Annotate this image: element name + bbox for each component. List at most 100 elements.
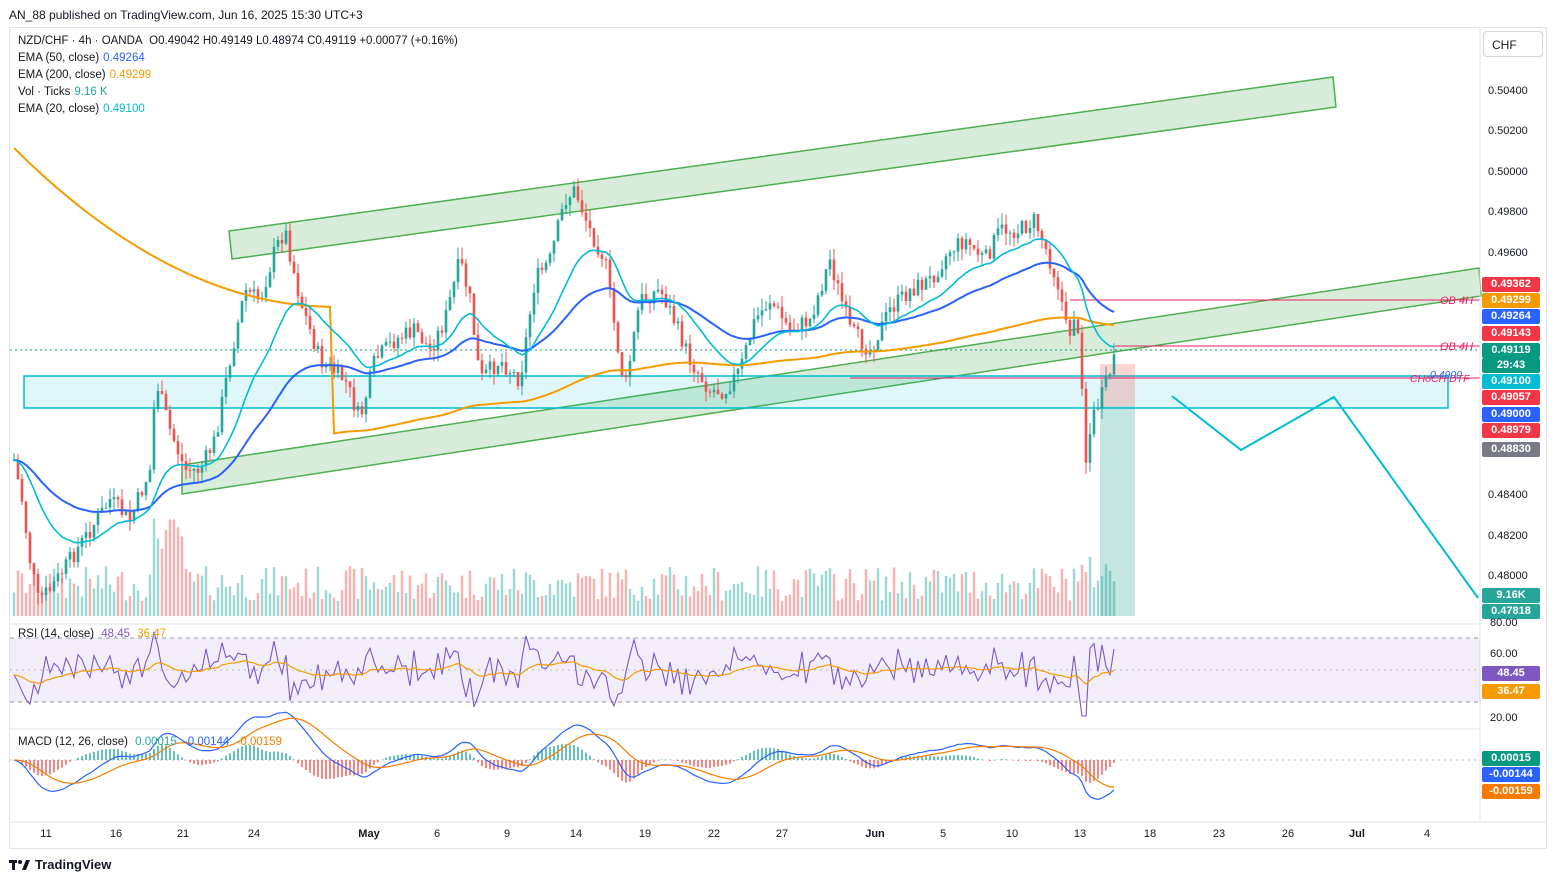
volume-bar <box>168 519 172 616</box>
candle-body <box>264 286 268 298</box>
legend-volume[interactable]: Vol · Ticks 9.16 K <box>18 86 108 98</box>
macd-hist-bar <box>201 760 203 766</box>
volume-bar <box>1052 586 1056 616</box>
volume-bar <box>344 570 348 616</box>
candle-body <box>292 261 296 274</box>
volume-bar <box>120 571 124 616</box>
volume-bar <box>480 596 484 616</box>
volume-bar <box>456 592 460 616</box>
candle-body <box>64 559 68 574</box>
volume-bar <box>892 567 896 616</box>
candle-body <box>960 238 964 250</box>
macd-hist-bar <box>441 758 443 760</box>
legend-ema200[interactable]: EMA (200, close) 0.49299 <box>18 69 152 81</box>
volume-bar <box>948 577 952 616</box>
macd-hist-bar <box>29 760 31 771</box>
macd-hist-bar <box>489 760 491 769</box>
macd-hist-bar <box>613 760 615 774</box>
volume-bar <box>792 579 796 616</box>
macd-hist-bar <box>569 744 571 760</box>
candle-body <box>832 259 836 281</box>
macd-hist-bar <box>921 756 923 760</box>
candle-body <box>136 492 140 510</box>
volume-bar <box>812 573 816 616</box>
volume-bar <box>556 580 560 616</box>
candle-body <box>408 327 412 338</box>
candle-body <box>888 307 892 313</box>
macd-hist-bar <box>777 749 779 760</box>
candle-body <box>836 280 840 284</box>
candle-body <box>752 319 756 339</box>
legend-ema50[interactable]: EMA (50, close) 0.49264 <box>18 52 145 64</box>
volume-bar <box>552 594 556 616</box>
candle-body <box>924 278 928 290</box>
tradingview-logo[interactable]: TradingView <box>9 857 111 872</box>
macd-legend[interactable]: MACD (12, 26, close) 0.00015 -0.00144 -0… <box>18 736 282 748</box>
volume-bar <box>840 598 844 616</box>
macd-hist-bar <box>473 757 475 760</box>
macd-hist-bar <box>329 760 331 779</box>
volume-bar <box>1104 564 1108 616</box>
candle-body <box>456 259 460 282</box>
volume-bar <box>148 574 152 616</box>
candle-body <box>104 507 108 509</box>
volume-bar <box>900 581 904 616</box>
volume-bar <box>112 591 116 616</box>
macd-hist-bar <box>93 752 95 760</box>
candle-body <box>812 314 816 319</box>
rsi-legend[interactable]: RSI (14, close) 48.45 36.47 <box>18 628 167 640</box>
volume-bar <box>140 600 144 616</box>
candle-body <box>60 573 64 575</box>
macd-hist-bar <box>821 756 823 760</box>
macd-hist-bar <box>153 749 155 760</box>
publisher-caption: AN_88 published on TradingView.com, Jun … <box>9 8 363 22</box>
volume-bar <box>212 600 216 616</box>
macd-hist-bar <box>57 760 59 770</box>
date-tick: Jul <box>1349 828 1365 840</box>
macd-hist-bar <box>929 755 931 760</box>
macd-hist-bar <box>541 749 543 760</box>
macd-hist-bar <box>225 755 227 760</box>
candle-body <box>820 290 824 296</box>
macd-hist-bar <box>649 760 651 765</box>
candle-body <box>176 441 180 455</box>
volume-bar <box>188 571 192 616</box>
volume-bar <box>88 578 92 616</box>
currency-button[interactable]: CHF <box>1483 31 1543 57</box>
candle-body <box>1104 376 1108 388</box>
volume-bar <box>856 600 860 616</box>
macd-hist-bar <box>313 760 315 776</box>
legend-ema20[interactable]: EMA (20, close) 0.49100 <box>18 103 145 115</box>
volume-bar <box>404 593 408 616</box>
macd-hist-bar <box>181 757 183 760</box>
volume-bar <box>164 529 168 616</box>
volume-bar <box>684 576 688 616</box>
candle-body <box>732 374 736 392</box>
macd-hist-bar <box>761 748 763 760</box>
candle-body <box>520 372 524 387</box>
macd-hist-bar <box>337 760 339 778</box>
price-tag: 0.47818 <box>1482 604 1540 619</box>
macd-hist-tag: 0.00015 <box>1482 751 1540 766</box>
price-tick: 0.49800 <box>1488 206 1528 218</box>
candle-body <box>308 315 312 330</box>
macd-hist-bar <box>773 748 775 760</box>
candle-body <box>356 406 360 411</box>
candle-body <box>140 492 144 496</box>
candle-body <box>992 235 996 259</box>
candle-body <box>156 391 160 410</box>
macd-hist-bar <box>229 753 231 760</box>
macd-hist-bar <box>85 754 87 760</box>
volume-bar <box>740 581 744 616</box>
macd-hist-bar <box>749 752 751 760</box>
candle-body <box>400 337 404 339</box>
volume-bar <box>232 595 236 616</box>
macd-hist-bar <box>953 755 955 760</box>
candle-body <box>92 524 96 538</box>
macd-hist-bar <box>885 760 887 764</box>
candle-body <box>448 297 452 311</box>
volume-bar <box>136 590 140 616</box>
macd-hist-bar <box>133 754 135 760</box>
volume-bar <box>932 569 936 616</box>
